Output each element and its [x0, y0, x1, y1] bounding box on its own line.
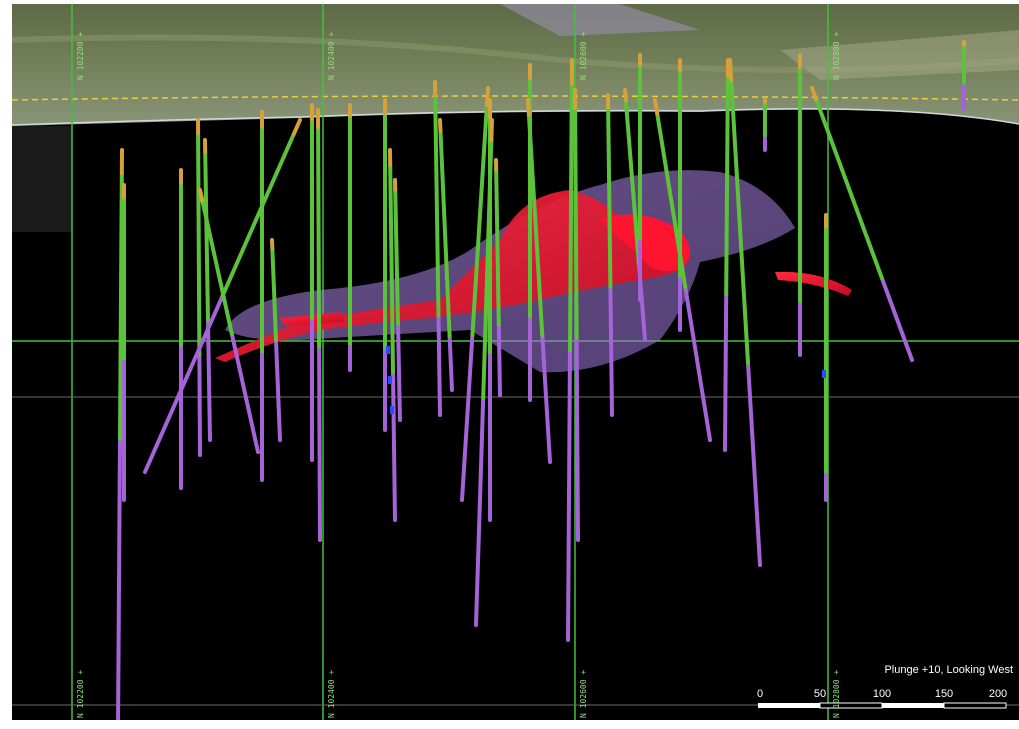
drillhole-trace: [388, 162, 395, 374]
drillhole-trace-lower: [574, 335, 580, 542]
drillhole-trace: [118, 171, 124, 441]
drillhole-trace: [568, 81, 574, 352]
drillhole-trace-lower: [683, 285, 712, 442]
drillhole-trace-lower: [116, 437, 122, 729]
drillhole-collar: [653, 98, 660, 116]
drillhole-trace-lower: [566, 348, 572, 642]
scale-tick-label: 100: [872, 688, 892, 700]
drillhole-trace-lower: [474, 395, 486, 627]
scale-tick-label: 150: [934, 688, 954, 700]
drillhole-trace: [270, 246, 278, 342]
drillhole-collar: [484, 86, 490, 107]
drillhole-trace: [729, 78, 750, 365]
bottom-strip: [12, 720, 1019, 729]
grid-label-top: N 102200 +: [76, 31, 85, 80]
drillhole-trace: [200, 198, 234, 337]
view-caption: Plunge +10, Looking West: [884, 664, 1013, 676]
drillhole-collar: [291, 118, 302, 137]
drillhole-trace: [316, 125, 322, 349]
grid-label-bottom: N 102200 +: [76, 669, 85, 718]
drillhole-trace: [573, 106, 579, 340]
assay-marker: [386, 346, 390, 354]
drillhole-trace: [203, 150, 210, 322]
drillhole-trace-lower: [143, 294, 225, 474]
drillholes: [116, 40, 966, 729]
drillhole-trace: [433, 93, 441, 318]
assay-marker: [390, 406, 394, 414]
drillhole-trace-lower: [436, 313, 442, 417]
drillhole-trace: [494, 167, 501, 327]
grid-label-bottom: N 102600 +: [579, 669, 588, 718]
drillhole-trace-lower: [723, 292, 729, 452]
topography-surface: [11, 4, 1019, 126]
drillhole-trace: [606, 105, 613, 289]
drillhole-trace-lower: [197, 352, 202, 457]
drillhole-trace-lower: [229, 332, 260, 454]
drillhole-trace-lower: [206, 318, 212, 442]
drillhole-collar: [526, 98, 531, 117]
grid-label-top: N 102800 +: [832, 31, 841, 80]
drillhole-trace-lower: [746, 361, 762, 567]
grid-label-top: N 102400 +: [327, 31, 336, 80]
left-margin-panel: [0, 0, 12, 729]
drillhole-collar: [198, 188, 205, 203]
drillhole-trace: [814, 96, 884, 281]
drillhole-trace-lower: [540, 333, 552, 464]
grid-label-bottom: N 102400 +: [327, 669, 336, 718]
scale-tick-label: 200: [988, 688, 1008, 700]
drillhole-trace: [623, 98, 641, 267]
drillhole-trace: [393, 187, 400, 326]
drillhole-trace: [481, 138, 494, 400]
drillhole-collar: [728, 58, 734, 83]
scale-bar: [758, 702, 1007, 709]
drillhole-collar: [623, 88, 628, 102]
drillhole-trace-lower: [396, 322, 402, 422]
drillhole-trace: [438, 128, 452, 338]
drillhole-trace: [724, 73, 730, 296]
drillhole-trace-lower: [608, 285, 614, 417]
drillhole-trace-lower: [460, 333, 475, 502]
drillhole-collar: [810, 86, 818, 101]
drillhole-trace: [526, 112, 545, 338]
scale-tick-label: 50: [813, 688, 827, 700]
drillhole-trace: [220, 132, 296, 298]
drillhole-trace: [196, 131, 202, 357]
grid-label-top: N 102600 +: [579, 31, 588, 80]
drillhole-trace-lower: [317, 344, 322, 542]
assay-marker: [822, 370, 826, 378]
drillhole-trace-lower: [274, 338, 282, 442]
drillhole-trace-lower: [447, 334, 454, 392]
overlay-panel: [12, 126, 72, 232]
drillhole-collar: [489, 118, 494, 143]
drillhole-trace-lower: [880, 276, 914, 362]
drillhole-trace-lower: [391, 370, 397, 522]
drillhole-trace: [470, 102, 489, 338]
scale-tick-label: 0: [756, 688, 764, 700]
grid-label-bottom: N 102800 +: [832, 669, 841, 718]
drillhole-trace-lower: [496, 322, 502, 397]
assay-marker: [388, 376, 392, 384]
